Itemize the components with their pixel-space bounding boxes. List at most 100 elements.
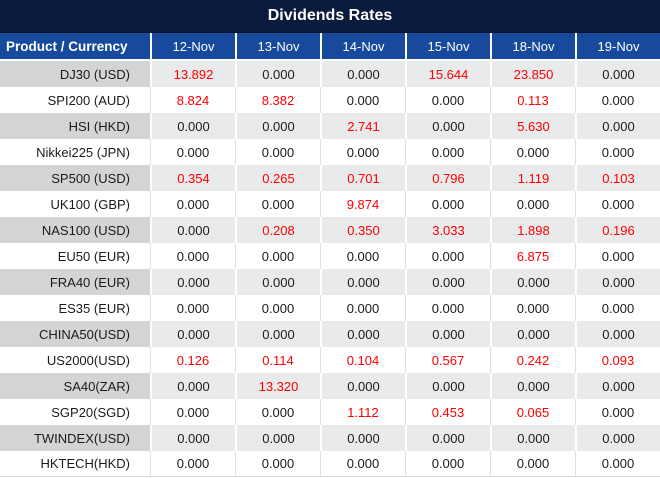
dividend-value-cell: 13.320 (235, 373, 320, 399)
table-row: US2000(USD) 0.126 0.114 0.104 0.567 0.242 0.09… (0, 347, 660, 373)
dividend-value-cell: 1.112 (320, 399, 405, 425)
dividend-value-cell: 0.000 (150, 399, 235, 425)
dividend-value-cell: 0.000 (150, 373, 235, 399)
dividend-value-cell: 0.000 (575, 139, 660, 165)
dividend-value-cell: 0.350 (320, 217, 405, 243)
dividend-value-cell: 0.000 (320, 87, 405, 113)
product-label: NAS100 (USD) (0, 217, 150, 243)
product-label: CHINA50(USD) (0, 321, 150, 347)
dividend-value-cell: 0.000 (150, 321, 235, 347)
dividend-value-cell: 0.354 (150, 165, 235, 191)
dividend-value-cell: 0.000 (150, 295, 235, 321)
dividend-value-cell: 0.208 (235, 217, 320, 243)
dividend-value-cell: 0.000 (320, 321, 405, 347)
dividend-value-cell: 0.000 (235, 139, 320, 165)
dividend-value-cell: 0.000 (320, 295, 405, 321)
dividend-value-cell: 0.000 (405, 139, 490, 165)
dividend-value-cell: 8.382 (235, 87, 320, 113)
dividend-value-cell: 0.065 (490, 399, 575, 425)
product-label: SGP20(SGD) (0, 399, 150, 425)
dividend-value-cell: 9.874 (320, 191, 405, 217)
dividend-value-cell: 0.000 (490, 451, 575, 477)
dividend-value-cell: 0.093 (575, 347, 660, 373)
dividend-value-cell: 0.000 (320, 269, 405, 295)
dividend-value-cell: 0.000 (235, 399, 320, 425)
table-row: TWINDEX(USD) 0.000 0.000 0.000 0.000 0.000 0.0… (0, 425, 660, 451)
table-row: Nikkei225 (JPN) 0.000 0.000 0.000 0.000 0.000… (0, 139, 660, 165)
column-header-date: 15-Nov (405, 33, 490, 61)
dividend-value-cell: 0.000 (575, 425, 660, 451)
column-header-product: Product / Currency (0, 33, 150, 61)
dividend-value-cell: 0.000 (405, 451, 490, 477)
dividend-value-cell: 0.000 (490, 373, 575, 399)
dividend-value-cell: 0.000 (575, 373, 660, 399)
column-header-date: 12-Nov (150, 33, 235, 61)
dividend-value-cell: 0.000 (320, 373, 405, 399)
dividend-value-cell: 0.000 (235, 451, 320, 477)
product-label: US2000(USD) (0, 347, 150, 373)
dividend-value-cell: 0.265 (235, 165, 320, 191)
dividends-rates-table: Product / Currency 12-Nov 13-Nov 14-Nov 15-… (0, 33, 660, 477)
dividend-value-cell: 0.000 (405, 425, 490, 451)
dividend-value-cell: 0.000 (235, 425, 320, 451)
table-row: SA40(ZAR) 0.000 13.320 0.000 0.000 0.000 0.000 (0, 373, 660, 399)
dividend-value-cell: 0.000 (490, 321, 575, 347)
dividend-value-cell: 0.000 (150, 217, 235, 243)
dividend-value-cell: 0.196 (575, 217, 660, 243)
dividend-value-cell: 0.103 (575, 165, 660, 191)
table-row: HKTECH(HKD) 0.000 0.000 0.000 0.000 0.000 0.00… (0, 451, 660, 477)
dividend-value-cell: 0.000 (405, 269, 490, 295)
dividend-value-cell: 0.000 (150, 451, 235, 477)
dividend-value-cell: 8.824 (150, 87, 235, 113)
dividend-value-cell: 0.000 (575, 113, 660, 139)
product-label: HKTECH(HKD) (0, 451, 150, 477)
dividend-value-cell: 1.119 (490, 165, 575, 191)
product-label: EU50 (EUR) (0, 243, 150, 269)
table-body: DJ30 (USD) 13.892 0.000 0.000 15.644 23.850 0.… (0, 61, 660, 477)
dividend-value-cell: 0.126 (150, 347, 235, 373)
dividend-value-cell: 0.000 (150, 425, 235, 451)
table-row: SPI200 (AUD) 8.824 8.382 0.000 0.000 0.113 0.0… (0, 87, 660, 113)
dividend-value-cell: 2.741 (320, 113, 405, 139)
dividend-value-cell: 0.000 (405, 87, 490, 113)
dividend-value-cell: 0.000 (575, 321, 660, 347)
product-label: HSI (HKD) (0, 113, 150, 139)
dividend-value-cell: 0.000 (405, 321, 490, 347)
table-row: DJ30 (USD) 13.892 0.000 0.000 15.644 23.850 0.… (0, 61, 660, 87)
dividend-value-cell: 0.000 (150, 269, 235, 295)
column-header-date: 19-Nov (575, 33, 660, 61)
dividend-value-cell: 0.242 (490, 347, 575, 373)
table-row: CHINA50(USD) 0.000 0.000 0.000 0.000 0.000 0.0… (0, 321, 660, 347)
dividend-value-cell: 0.000 (575, 191, 660, 217)
dividend-value-cell: 0.453 (405, 399, 490, 425)
dividend-value-cell: 5.630 (490, 113, 575, 139)
table-row: SGP20(SGD) 0.000 0.000 1.112 0.453 0.065 0.000 (0, 399, 660, 425)
dividend-value-cell: 0.000 (235, 61, 320, 87)
dividend-value-cell: 0.000 (405, 191, 490, 217)
dividend-value-cell: 0.000 (320, 243, 405, 269)
dividend-value-cell: 0.000 (490, 425, 575, 451)
dividend-value-cell: 0.000 (235, 191, 320, 217)
dividend-value-cell: 0.000 (575, 295, 660, 321)
table-row: FRA40 (EUR) 0.000 0.000 0.000 0.000 0.000 0.00… (0, 269, 660, 295)
dividend-value-cell: 0.000 (490, 295, 575, 321)
dividend-value-cell: 0.000 (320, 451, 405, 477)
product-label: DJ30 (USD) (0, 61, 150, 87)
product-label: UK100 (GBP) (0, 191, 150, 217)
dividend-value-cell: 0.000 (150, 139, 235, 165)
dividend-value-cell: 0.000 (150, 191, 235, 217)
column-header-date: 18-Nov (490, 33, 575, 61)
dividend-value-cell: 0.000 (575, 243, 660, 269)
dividend-value-cell: 0.701 (320, 165, 405, 191)
dividend-value-cell: 0.000 (405, 373, 490, 399)
dividend-value-cell: 0.000 (235, 243, 320, 269)
dividend-value-cell: 0.000 (150, 243, 235, 269)
product-label: SA40(ZAR) (0, 373, 150, 399)
product-label: FRA40 (EUR) (0, 269, 150, 295)
dividend-value-cell: 0.000 (575, 87, 660, 113)
dividend-value-cell: 0.000 (320, 425, 405, 451)
column-header-date: 14-Nov (320, 33, 405, 61)
table-row: HSI (HKD) 0.000 0.000 2.741 0.000 5.630 0.000 (0, 113, 660, 139)
dividend-value-cell: 0.000 (575, 451, 660, 477)
dividend-value-cell: 0.000 (575, 269, 660, 295)
